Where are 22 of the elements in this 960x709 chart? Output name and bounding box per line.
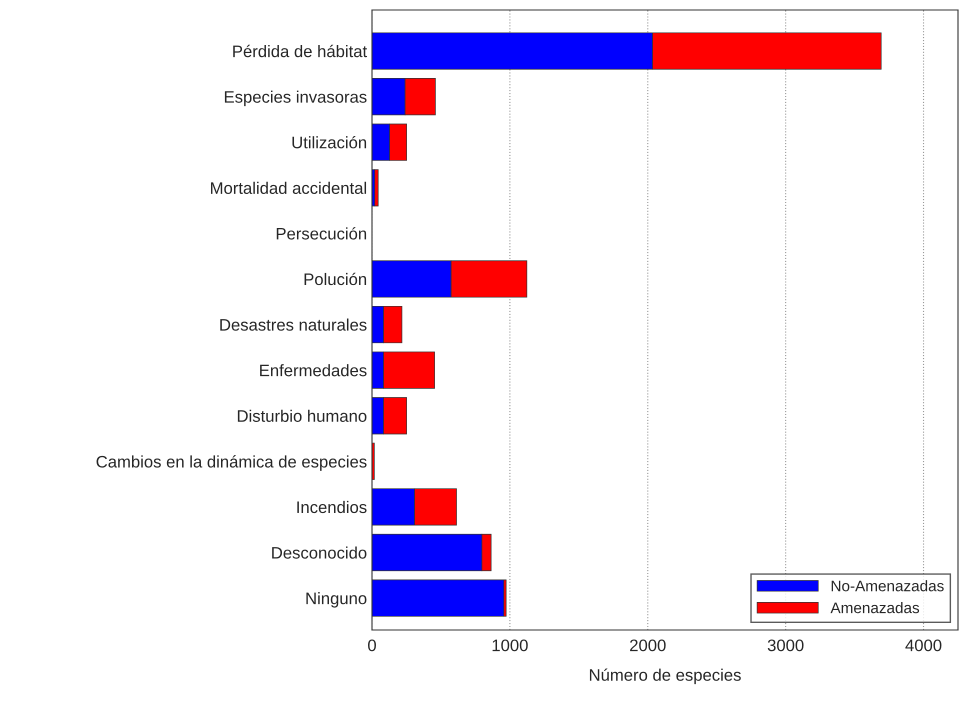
legend-label: No-Amenazadas — [832, 580, 944, 592]
y-tick-label: Utilización — [292, 136, 366, 148]
y-tick-label: Disturbio humano — [238, 410, 366, 422]
y-tick-label: Cambios en la dinámica de especies — [96, 455, 367, 471]
y-tick-label: Persecución — [276, 227, 366, 240]
bar — [374, 169, 379, 206]
x-tick-label: 3000 — [768, 639, 804, 652]
y-tick-label: Especies invasoras — [224, 90, 367, 106]
x-tick-label: 1000 — [492, 639, 528, 652]
y-tick-label: Mortalidad accidental — [211, 182, 366, 194]
x-tick-label: 0 — [368, 639, 376, 652]
y-tick-label: Enfermedades — [260, 364, 367, 376]
y-tick-label: Ninguno — [306, 592, 366, 608]
x-tick-label: 2000 — [630, 639, 666, 652]
x-axis-title: Número de especies — [590, 668, 741, 684]
x-tick-label: 4000 — [905, 639, 942, 652]
y-tick-label: Pérdida de hábitat — [233, 44, 368, 58]
legend-label: Amenazadas — [830, 602, 920, 614]
y-tick-label: Desconocido — [272, 546, 366, 559]
y-tick-label: Polución — [304, 272, 366, 286]
y-tick-label: Desastres naturales — [220, 318, 367, 331]
y-tick-label: Incendios — [297, 500, 367, 514]
